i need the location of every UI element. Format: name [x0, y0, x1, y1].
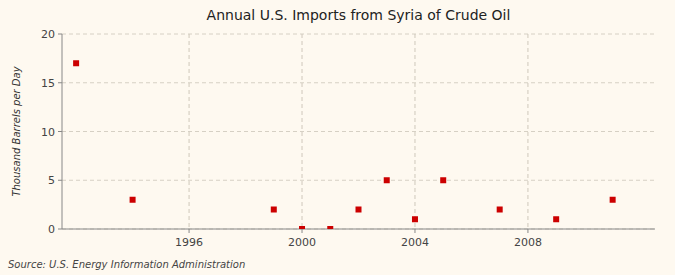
- point: [384, 177, 390, 183]
- point: [73, 60, 79, 66]
- x-tick-label: 2000: [288, 236, 316, 249]
- axes: 0 5 10 15 20 1996 2000 2004 2008: [41, 28, 655, 249]
- x-tick: [414, 229, 415, 233]
- y-tick: [58, 82, 62, 83]
- title: Annual U.S. Imports from Syria of Crude …: [207, 7, 511, 23]
- source-note: Source: U.S. Energy Information Administ…: [8, 259, 245, 270]
- y-tick-label: 10: [41, 126, 55, 139]
- x-grid-line: [302, 34, 303, 229]
- point: [130, 197, 136, 203]
- x-tick: [527, 229, 528, 233]
- point: [356, 207, 362, 213]
- y-tick-label: 20: [41, 28, 55, 41]
- y-tick: [58, 229, 62, 230]
- y-tick: [58, 131, 62, 132]
- x-grid-line: [527, 34, 528, 229]
- y-grid-line: [62, 34, 655, 35]
- y-axis-line: [62, 34, 63, 229]
- chart: 0 5 10 15 20 1996 2000 2004 2008 Annual U.S. Impo…: [0, 0, 675, 275]
- grid: [62, 34, 655, 229]
- point: [271, 207, 277, 213]
- y-grid-line: [62, 180, 655, 181]
- background: [0, 0, 675, 275]
- y-grid-line: [62, 82, 655, 83]
- y-grid-line: [62, 131, 655, 132]
- points: [73, 60, 616, 229]
- point: [553, 216, 559, 222]
- point: [299, 226, 305, 229]
- x-grid-line: [414, 34, 415, 229]
- chart-container: 0 5 10 15 20 1996 2000 2004 2008 Annual U.S. Impo…: [0, 0, 675, 275]
- y-tick: [58, 34, 62, 35]
- x-tick-label: 2008: [514, 236, 542, 249]
- y-tick: [58, 180, 62, 181]
- point: [440, 177, 446, 183]
- x-tick-label: 2004: [401, 236, 429, 249]
- point: [412, 216, 418, 222]
- y-tick-label: 15: [41, 77, 55, 90]
- y-axis-label: Thousand Barrels per Day: [11, 65, 22, 196]
- point: [497, 207, 503, 213]
- x-axis-line: [62, 229, 655, 230]
- x-grid-line: [189, 34, 190, 229]
- x-tick: [302, 229, 303, 233]
- point: [610, 197, 616, 203]
- x-tick: [189, 229, 190, 233]
- y-tick-label: 0: [48, 223, 55, 236]
- point: [327, 226, 333, 229]
- x-tick-label: 1996: [175, 236, 203, 249]
- y-grid-line: [62, 229, 655, 230]
- y-tick-label: 5: [48, 174, 55, 187]
